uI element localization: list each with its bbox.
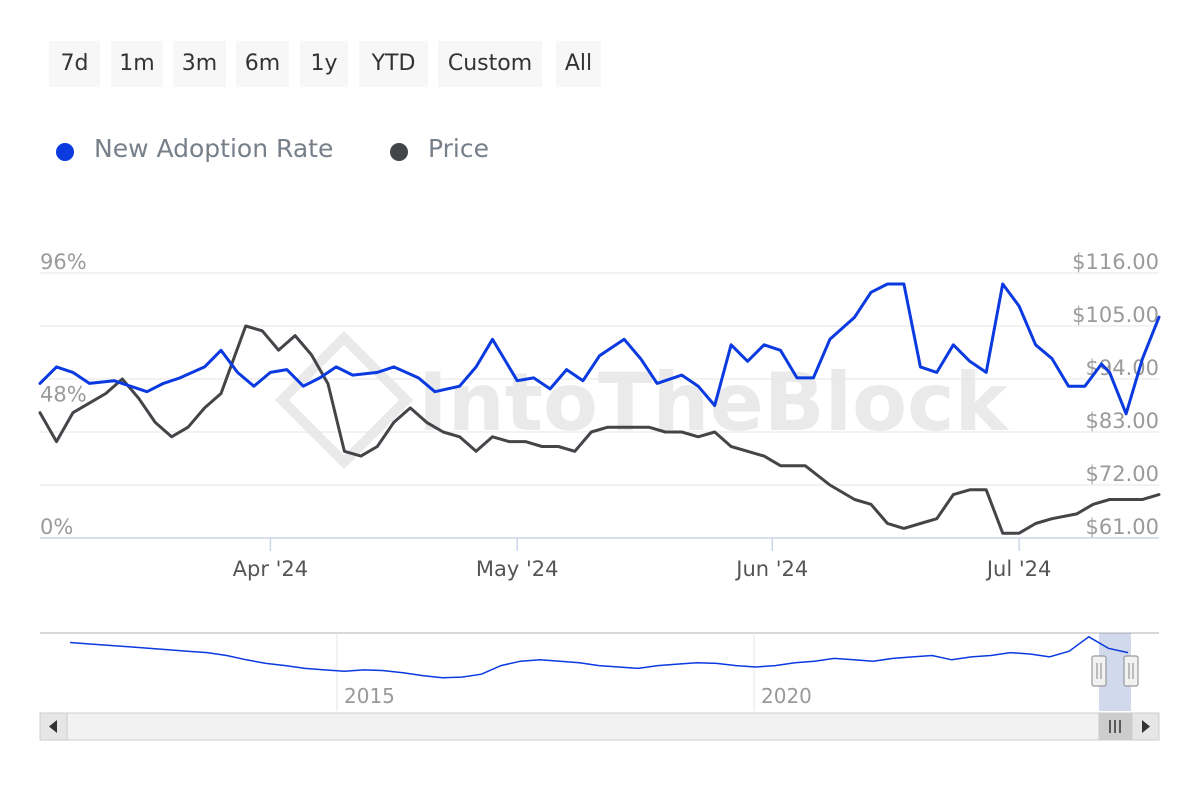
range-button-1m[interactable]: 1m: [111, 41, 163, 87]
range-button-1y[interactable]: 1y: [300, 41, 348, 87]
navigator: 2015 2020: [39, 632, 1160, 741]
legend-item-new-adoption-rate[interactable]: New Adoption Rate: [50, 130, 360, 170]
legend-label: New Adoption Rate: [94, 134, 334, 163]
scrollbar-thumb[interactable]: [1098, 712, 1133, 741]
right-axis-tick-label: $116.00: [1072, 250, 1159, 274]
range-button-all[interactable]: All: [556, 41, 601, 87]
x-axis-tick-label: Jul '24: [985, 557, 1052, 581]
handle-grip-icon: [1091, 655, 1107, 687]
left-axis-tick-label: 96%: [40, 250, 87, 274]
scrollbar[interactable]: [39, 712, 1160, 741]
navigator-handle-right[interactable]: [1123, 655, 1139, 687]
watermark-logo: IntoTheBlock: [274, 330, 1009, 470]
legend-label: Price: [428, 134, 489, 163]
x-axis-tick-label: May '24: [476, 557, 559, 581]
scroll-left-button[interactable]: [39, 712, 68, 741]
navigator-series-line: [69, 635, 1129, 679]
left-axis-tick-label: 0%: [40, 515, 73, 539]
navigator-handle-left[interactable]: [1091, 655, 1107, 687]
axes-layer: $61.00 $72.00 $83.00 $94.00 $105.00 $116.00 0%…: [40, 250, 1159, 581]
range-button-6m[interactable]: 6m: [236, 41, 289, 87]
series-line-new-adoption-rate: [38, 282, 1161, 416]
x-axis-tick-label: Apr '24: [233, 557, 309, 581]
range-button-3m[interactable]: 3m: [173, 41, 226, 87]
right-axis-tick-label: $72.00: [1086, 462, 1159, 486]
right-axis-tick-label: $105.00: [1072, 303, 1159, 327]
right-axis-tick-label: $61.00: [1086, 515, 1159, 539]
right-axis-tick-label: $94.00: [1086, 356, 1159, 380]
legend-marker-icon: [390, 143, 408, 161]
range-button-7d[interactable]: 7d: [49, 41, 100, 87]
arrow-left-icon: [49, 720, 57, 733]
range-button-custom[interactable]: Custom: [438, 41, 542, 87]
x-axis-tick-label: Jun '24: [734, 557, 808, 581]
right-axis-tick-label: $83.00: [1086, 409, 1159, 433]
navigator-x-label: 2020: [761, 684, 812, 708]
handle-grip-icon: [1123, 655, 1139, 687]
range-button-ytd[interactable]: YTD: [359, 41, 428, 87]
series-layer: [38, 282, 1161, 535]
series-line-price: [38, 324, 1161, 535]
scrollbar-track[interactable]: [39, 712, 1160, 741]
scroll-right-button[interactable]: [1131, 712, 1160, 741]
left-axis-tick-label: 48%: [40, 383, 87, 407]
legend-marker-icon: [56, 143, 74, 161]
legend-item-price[interactable]: Price: [384, 130, 504, 170]
navigator-x-label: 2015: [344, 684, 395, 708]
watermark-icon: [274, 330, 414, 470]
arrow-right-icon: [1142, 720, 1150, 733]
